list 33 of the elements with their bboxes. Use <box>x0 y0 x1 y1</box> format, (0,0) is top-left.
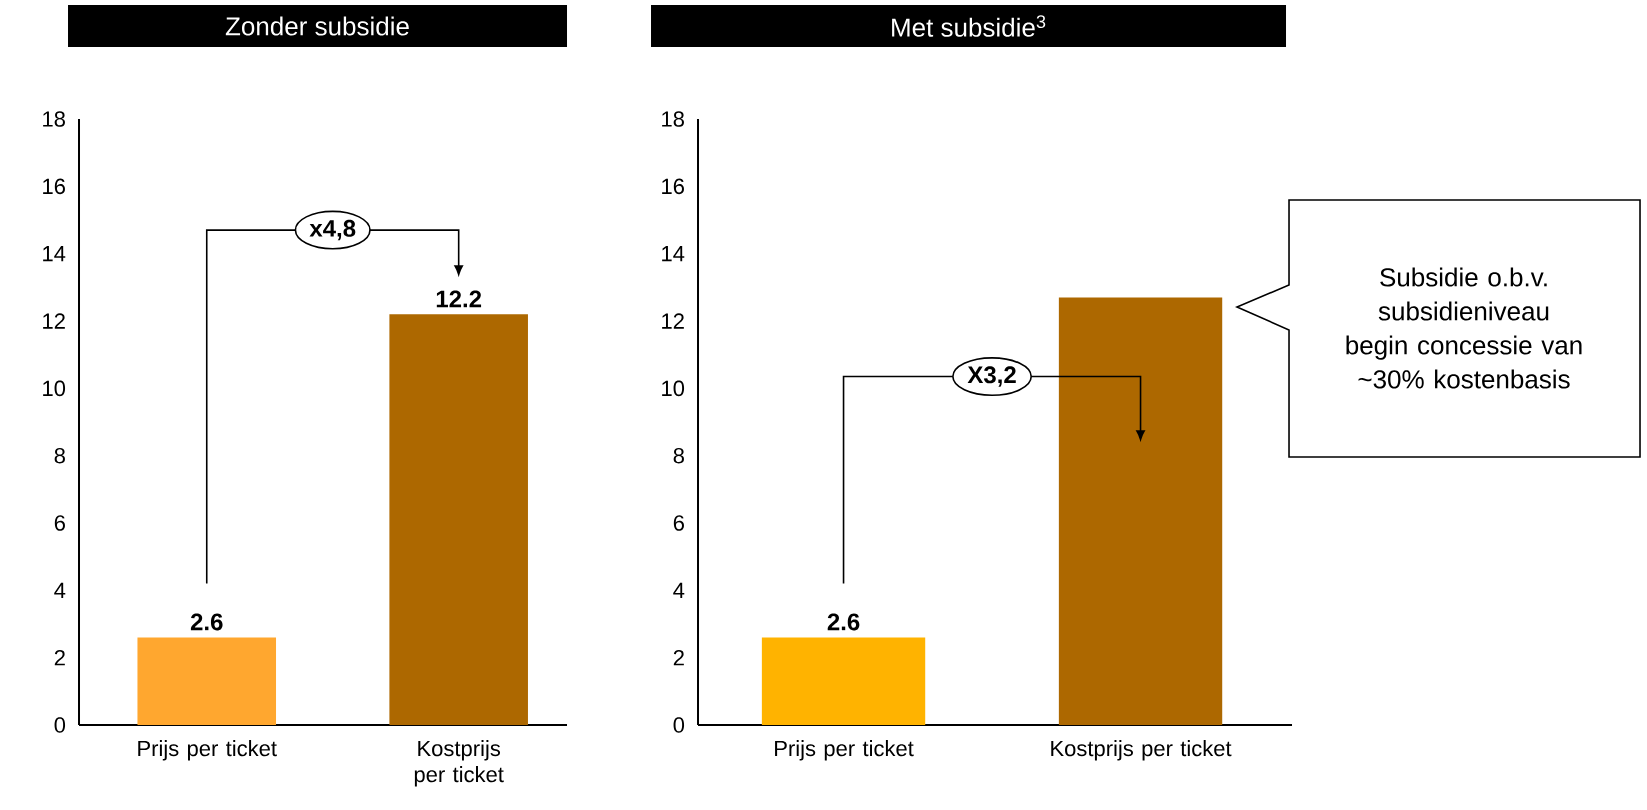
y-tick-label: 8 <box>673 447 684 464</box>
data-label: 2.6 <box>827 613 860 631</box>
y-tick-label: 2 <box>673 650 684 666</box>
y-tick-label: 14 <box>43 246 66 262</box>
y-tick-label: 16 <box>662 178 684 195</box>
y-tick-label: 18 <box>662 111 684 127</box>
y-tick-label: 8 <box>54 447 65 464</box>
y-tick-label: 14 <box>662 246 685 262</box>
y-tick-label: 4 <box>54 582 66 598</box>
data-label: 2.6 <box>190 613 223 631</box>
x-tick-label: Prijs per ticket <box>138 740 277 761</box>
y-tick-label: 12 <box>43 313 65 329</box>
y-tick-label: 6 <box>54 515 65 531</box>
y-tick-label: 10 <box>662 380 685 397</box>
text: Subsidie o.b.v. subsidieniveau begin concessie van ~30% kostenbasis <box>1346 267 1582 389</box>
y-tick-label: 0 <box>673 717 685 733</box>
y-tick-label: 16 <box>43 178 65 195</box>
x-tick-label: Kostprijs per ticket <box>414 740 504 787</box>
x-tick-label: Kostprijs per ticket <box>1051 740 1232 761</box>
y-tick-label: 0 <box>54 717 66 733</box>
y-tick-label: 2 <box>54 650 65 666</box>
x-tick-label: Prijs per ticket <box>775 740 914 761</box>
y-tick-label: 18 <box>43 111 65 127</box>
chart-title: Met subsidie$^{3}$ <box>892 15 1046 37</box>
annotation: X3,2 <box>967 366 1016 387</box>
bar <box>761 637 926 725</box>
y-tick-label: 12 <box>662 313 684 329</box>
chart-title: Zonder subsidie <box>225 16 409 36</box>
y-tick-label: 4 <box>673 582 685 598</box>
data-label: 12.2 <box>436 290 482 308</box>
annotation: x4,8 <box>309 219 356 241</box>
y-tick-label: 10 <box>43 380 66 397</box>
y-tick-label: 6 <box>673 515 684 531</box>
